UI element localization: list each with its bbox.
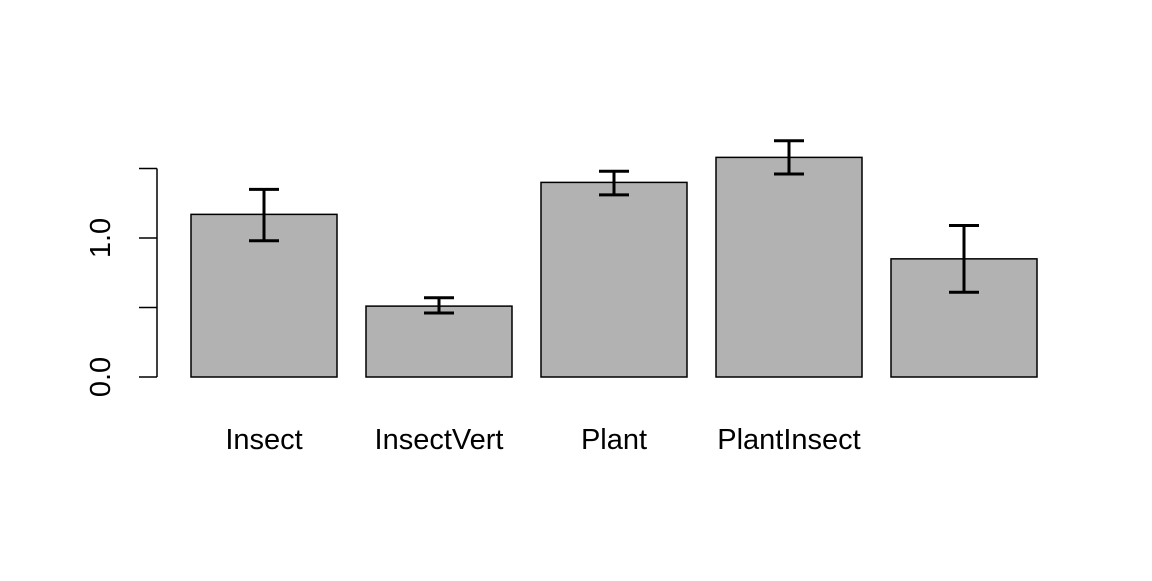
bar-1 (365, 305, 513, 378)
x-tick-label-0: Insect (225, 424, 302, 456)
y-axis: 0.0 1.0 (85, 167, 158, 397)
x-tick-label-1: InsectVert (375, 424, 504, 456)
y-tick-label-2: 1.0 (85, 218, 117, 258)
bar-2 (540, 181, 688, 378)
x-tick-label-3: PlantInsect (717, 424, 860, 456)
y-tick-label-0: 0.0 (85, 357, 117, 397)
x-tick-label-2: Plant (581, 424, 647, 456)
error-bars-layer (249, 139, 979, 315)
x-axis-labels: Insect InsectVert Plant PlantInsect (225, 424, 860, 456)
bar-3 (715, 156, 863, 378)
